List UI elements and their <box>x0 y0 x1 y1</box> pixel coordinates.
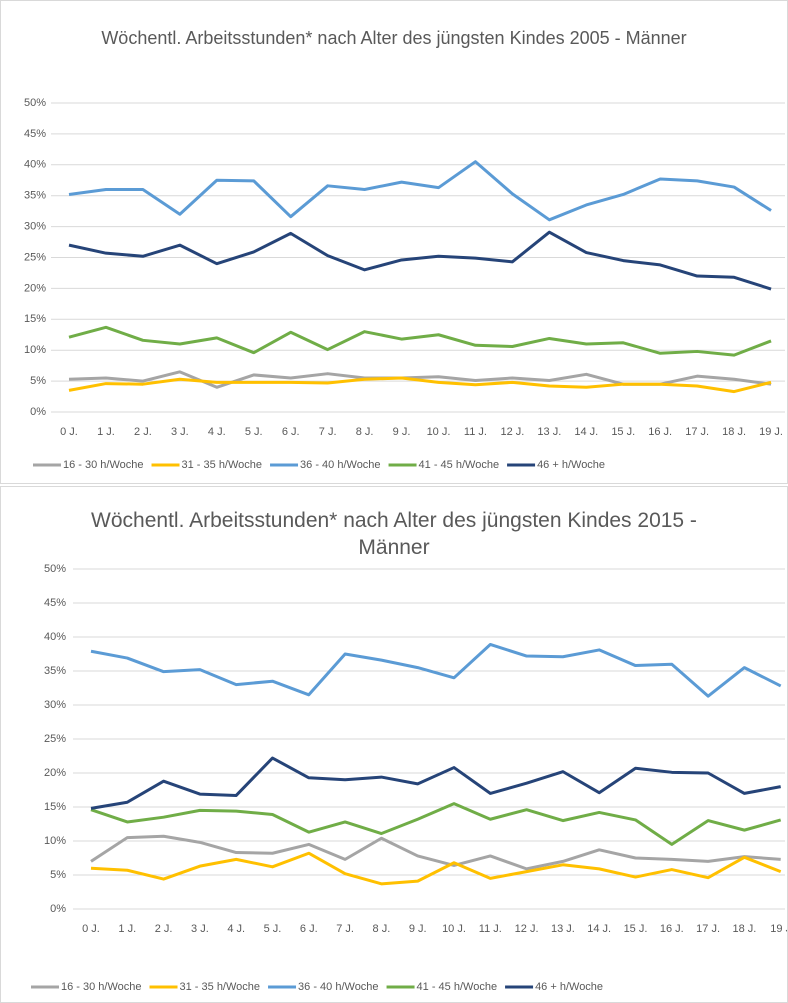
x-tick-label: 16 J. <box>660 923 684 935</box>
x-tick-label: 15 J. <box>611 426 635 438</box>
x-tick-label: 7 J. <box>319 426 337 438</box>
data-line <box>90 756 781 810</box>
y-tick-label: 10% <box>24 344 46 356</box>
y-tick-label: 50% <box>44 563 66 575</box>
y-tick-label: 40% <box>44 631 66 643</box>
y-tick-label: 15% <box>44 801 66 813</box>
x-tick-label: 9 J. <box>393 426 411 438</box>
chart-panel: 0% 5% 10% 15% 20% 25% 30% 35% 40% 45% 50% 0 J. 1 J. 2… <box>0 0 788 484</box>
x-tick-label: 8 J. <box>373 923 391 935</box>
y-tick-label: 35% <box>24 190 46 202</box>
legend-label: 16 - 30 h/Woche <box>61 981 142 993</box>
x-tick-label: 4 J. <box>227 923 245 935</box>
y-tick-label: 50% <box>24 97 46 109</box>
y-tick-label: 30% <box>44 699 66 711</box>
y-tick-label: 45% <box>44 597 66 609</box>
legend-label: 36 - 40 h/Woche <box>298 981 379 993</box>
x-tick-label: 17 J. <box>696 923 720 935</box>
x-tick-label: 0 J. <box>60 426 78 438</box>
data-line <box>68 230 772 291</box>
x-tick-label: 14 J. <box>587 923 611 935</box>
x-tick-label: 3 J. <box>191 923 209 935</box>
data-line <box>68 325 772 357</box>
legend-label: 41 - 45 h/Woche <box>417 981 498 993</box>
y-tick-label: 25% <box>44 733 66 745</box>
x-tick-label: 6 J. <box>282 426 300 438</box>
x-tick-label: 12 J. <box>515 923 539 935</box>
x-tick-label: 9 J. <box>409 923 427 935</box>
x-tick-label: 12 J. <box>500 426 524 438</box>
x-tick-label: 3 J. <box>171 426 189 438</box>
x-tick-label: 4 J. <box>208 426 226 438</box>
data-line <box>90 851 782 886</box>
x-tick-label: 14 J. <box>574 426 598 438</box>
x-tick-label: 1 J. <box>97 426 115 438</box>
x-tick-label: 13 J. <box>551 923 575 935</box>
x-tick-label: 7 J. <box>336 923 354 935</box>
y-tick-label: 25% <box>24 251 46 263</box>
chart-title: Wöchentl. Arbeitsstunden* nach Alter des… <box>101 28 687 48</box>
x-tick-label: 13 J. <box>537 426 561 438</box>
chart: 0% 5% 10% 15% 20% 25% 30% 35% 40% 45% 50% 0 J. 1 J. 2… <box>31 563 787 993</box>
legend-label: 31 - 35 h/Woche <box>182 459 263 471</box>
x-tick-label: 19 J <box>770 923 787 935</box>
legend-label: 31 - 35 h/Woche <box>180 981 261 993</box>
legend-label: 16 - 30 h/Woche <box>63 459 144 471</box>
x-tick-label: 0 J. <box>82 923 100 935</box>
y-tick-label: 0% <box>30 406 46 418</box>
data-line <box>68 376 772 394</box>
x-tick-label: 11 J. <box>464 426 487 438</box>
legend-label: 36 - 40 h/Woche <box>300 459 381 471</box>
y-tick-label: 0% <box>50 903 66 915</box>
y-tick-label: 40% <box>24 159 46 171</box>
x-tick-label: 10 J. <box>442 923 466 935</box>
x-tick-label: 5 J. <box>264 923 282 935</box>
legend-label: 46 + h/Woche <box>535 981 603 993</box>
data-line <box>68 160 772 222</box>
x-tick-label: 17 J. <box>685 426 709 438</box>
legend-label: 46 + h/Woche <box>537 459 605 471</box>
x-tick-label: 1 J. <box>118 923 136 935</box>
x-tick-label: 2 J. <box>134 426 152 438</box>
x-tick-label: 6 J. <box>300 923 318 935</box>
x-tick-label: 11 J. <box>479 923 502 935</box>
y-tick-label: 15% <box>24 313 46 325</box>
x-tick-label: 16 J. <box>648 426 672 438</box>
legend-label: 41 - 45 h/Woche <box>419 459 500 471</box>
y-tick-label: 5% <box>50 869 66 881</box>
x-tick-label: 2 J. <box>155 923 173 935</box>
x-tick-label: 15 J. <box>624 923 648 935</box>
x-tick-label: 18 J. <box>732 923 756 935</box>
y-tick-label: 20% <box>44 767 66 779</box>
x-tick-label: 10 J. <box>427 426 451 438</box>
data-line <box>90 802 782 846</box>
x-tick-label: 5 J. <box>245 426 263 438</box>
y-tick-label: 5% <box>30 375 46 387</box>
chart: 0% 5% 10% 15% 20% 25% 30% 35% 40% 45% 50% 0 J. 1 J. 2… <box>24 97 785 471</box>
x-tick-label: 18 J. <box>722 426 746 438</box>
x-tick-label: 19 J. <box>759 426 783 438</box>
data-line <box>90 834 781 871</box>
chart-title: Wöchentl. Arbeitsstunden* nach Alter des… <box>91 509 697 560</box>
y-tick-label: 35% <box>44 665 66 677</box>
y-tick-label: 30% <box>24 221 46 233</box>
y-tick-label: 10% <box>44 835 66 847</box>
y-tick-label: 45% <box>24 128 46 140</box>
x-tick-label: 8 J. <box>356 426 374 438</box>
y-tick-label: 20% <box>24 282 46 294</box>
chart-panel: 0% 5% 10% 15% 20% 25% 30% 35% 40% 45% 50% 0 J. 1 J. 2… <box>0 486 788 1003</box>
data-line <box>90 642 782 698</box>
